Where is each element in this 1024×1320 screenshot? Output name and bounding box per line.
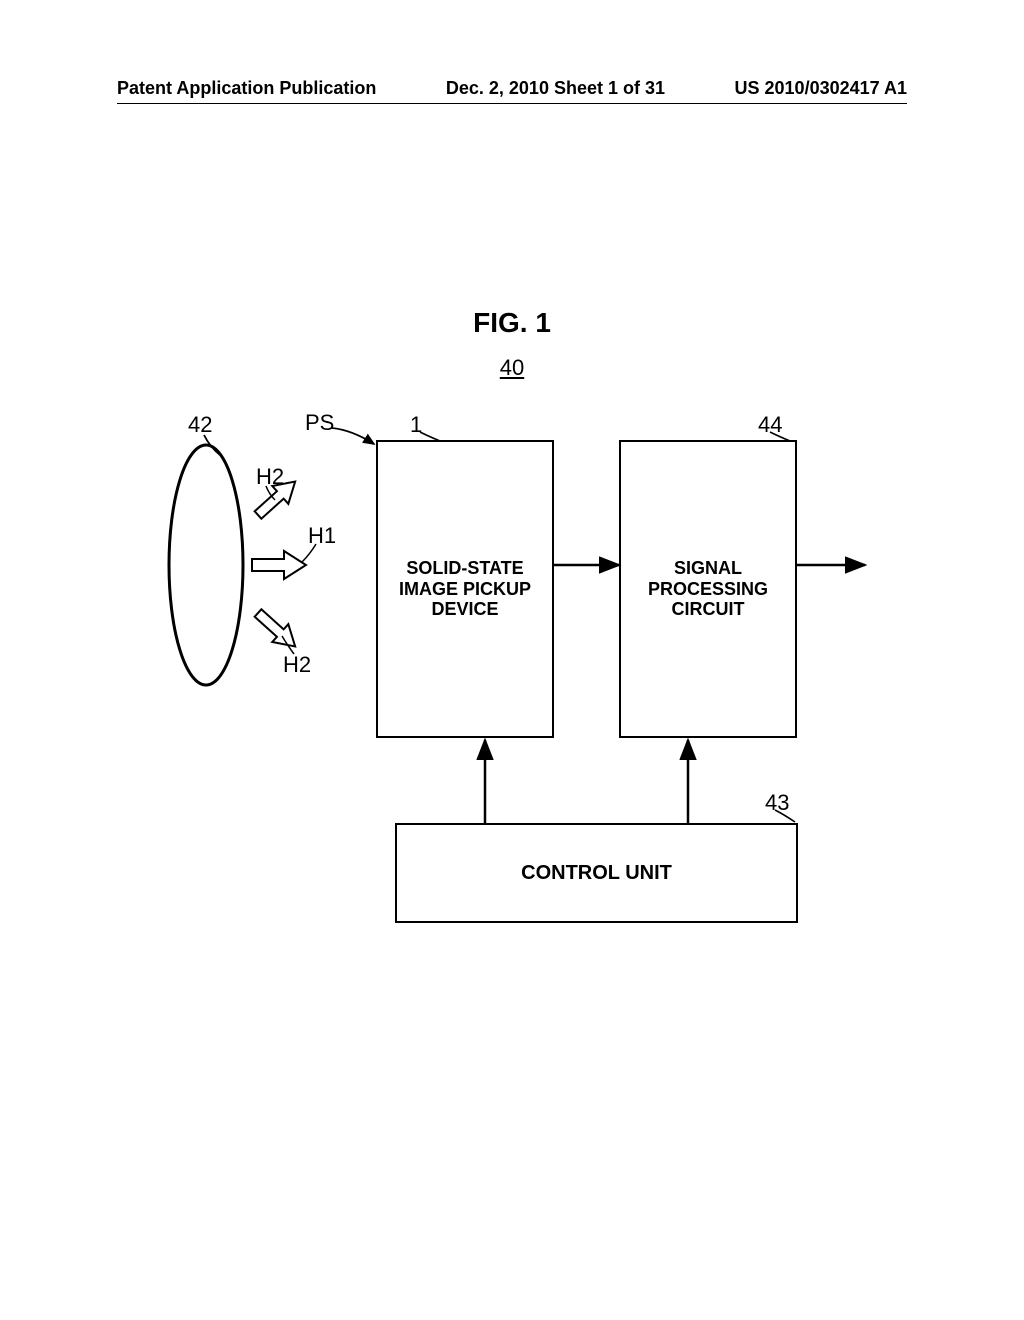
header-center: Dec. 2, 2010 Sheet 1 of 31 <box>446 78 665 99</box>
block-diagram: 42 PS H2 H1 H2 <box>160 410 880 940</box>
header-right: US 2010/0302417 A1 <box>735 78 907 99</box>
figure-title: FIG. 1 <box>473 307 551 339</box>
header-rule <box>117 103 907 104</box>
header-left: Patent Application Publication <box>117 78 376 99</box>
page-header: Patent Application Publication Dec. 2, 2… <box>0 78 1024 99</box>
figure-ref-number: 40 <box>500 355 524 381</box>
connectors <box>160 410 880 940</box>
